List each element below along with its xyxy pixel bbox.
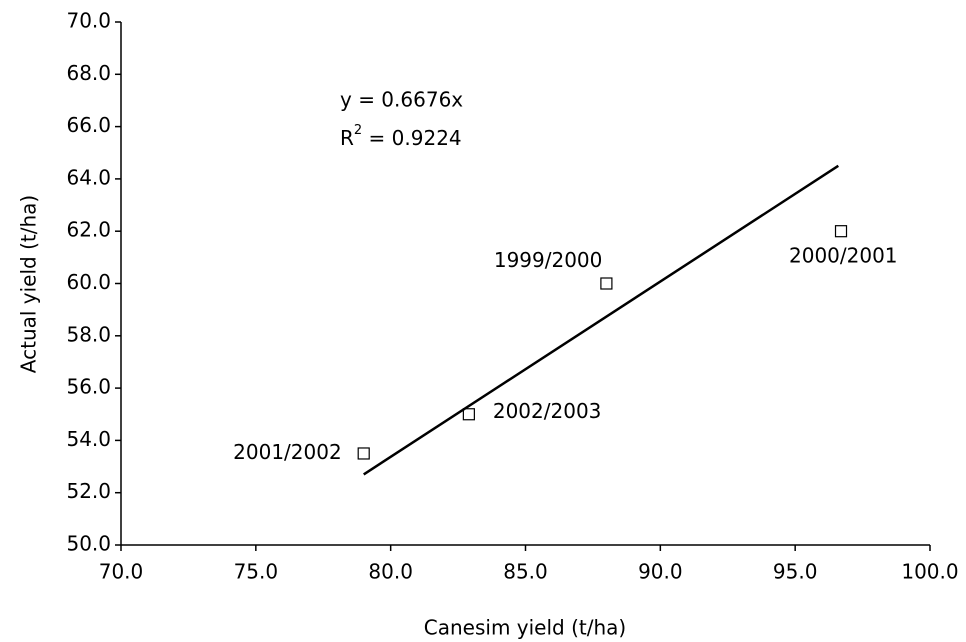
r-superscript: 2 <box>354 123 362 138</box>
point-label: 2001/2002 <box>233 440 342 464</box>
point <box>462 408 475 421</box>
x-tick-label: 80.0 <box>368 560 413 584</box>
x-tick-label: 90.0 <box>638 560 683 584</box>
y-tick-label: 62.0 <box>66 218 111 242</box>
y-tick-label: 54.0 <box>66 427 111 451</box>
y-tick-label: 64.0 <box>66 165 111 189</box>
y-axis-label: Actual yield (t/ha) <box>17 195 41 373</box>
point-label: 2000/2001 <box>789 244 898 268</box>
y-tick-label: 70.0 <box>66 9 111 33</box>
x-tick-label: 70.0 <box>99 560 144 584</box>
y-tick-label: 60.0 <box>66 270 111 294</box>
point-label: 1999/2000 <box>494 248 603 272</box>
x-tick-label: 75.0 <box>234 560 279 584</box>
y-tick-label: 56.0 <box>66 375 111 399</box>
x-tick-label: 95.0 <box>773 560 818 584</box>
y-tick-label: 50.0 <box>66 532 111 556</box>
point-label: 2002/2003 <box>493 399 602 423</box>
r-text: = 0.9224 <box>362 126 461 150</box>
y-tick-label: 52.0 <box>66 479 111 503</box>
point <box>600 277 613 290</box>
y-tick-label: 58.0 <box>66 322 111 346</box>
y-tick-label: 66.0 <box>66 113 111 137</box>
equation: y = 0.6676x <box>340 88 463 112</box>
point <box>834 225 848 238</box>
x-axis-label: Canesim yield (t/ha) <box>424 616 626 640</box>
y-tick-label: 68.0 <box>66 61 111 85</box>
r-base: R <box>340 126 354 150</box>
x-tick-label: 100.0 <box>901 560 958 584</box>
point <box>357 447 370 460</box>
trend-line <box>363 164 839 476</box>
r-squared: R2 = 0.9224 <box>340 123 462 150</box>
x-tick-label: 85.0 <box>503 560 548 584</box>
